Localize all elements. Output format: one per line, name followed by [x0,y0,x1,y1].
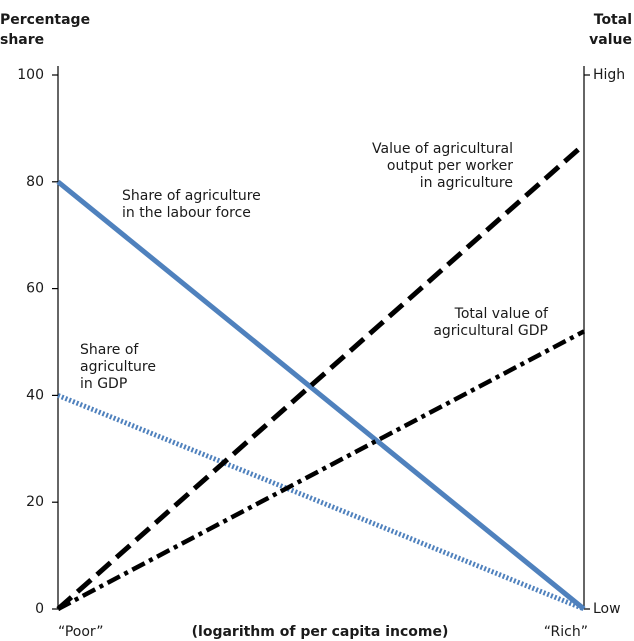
y2-tick-label: High [593,67,625,83]
series-label: Share of agriculture [122,188,261,204]
series-line [56,142,586,611]
x-tick-label: “Poor” [58,624,104,640]
y-tick-label: 60 [26,281,44,297]
series-label: output per worker [387,158,513,174]
y-axis-title: Percentage [0,12,90,28]
y2-tick-label: Low [593,601,621,617]
y2-axis-title: Total [594,12,632,28]
series-label: in the labour force [122,205,251,221]
series-label: in GDP [80,376,127,392]
series-label: agriculture [80,359,156,375]
y-tick-label: 40 [26,387,44,403]
series-line [56,329,586,611]
series-line [57,393,585,612]
x-tick-label: “Rich” [544,624,588,640]
series-label: Share of [80,342,139,358]
y2-axis-title: value [589,32,632,48]
series-label: Value of agricultural [372,141,513,157]
y-tick-label: 80 [26,174,44,190]
series-label: in agriculture [420,175,513,191]
y-axis-title: share [0,32,44,48]
series-line [56,179,586,611]
series-label: Total value of [454,306,549,322]
y-tick-label: 0 [35,601,44,617]
y-tick-label: 100 [17,67,44,83]
y-tick-label: 20 [26,494,44,510]
x-axis-title: (logarithm of per capita income) [192,624,449,640]
series-label: agricultural GDP [433,323,548,339]
